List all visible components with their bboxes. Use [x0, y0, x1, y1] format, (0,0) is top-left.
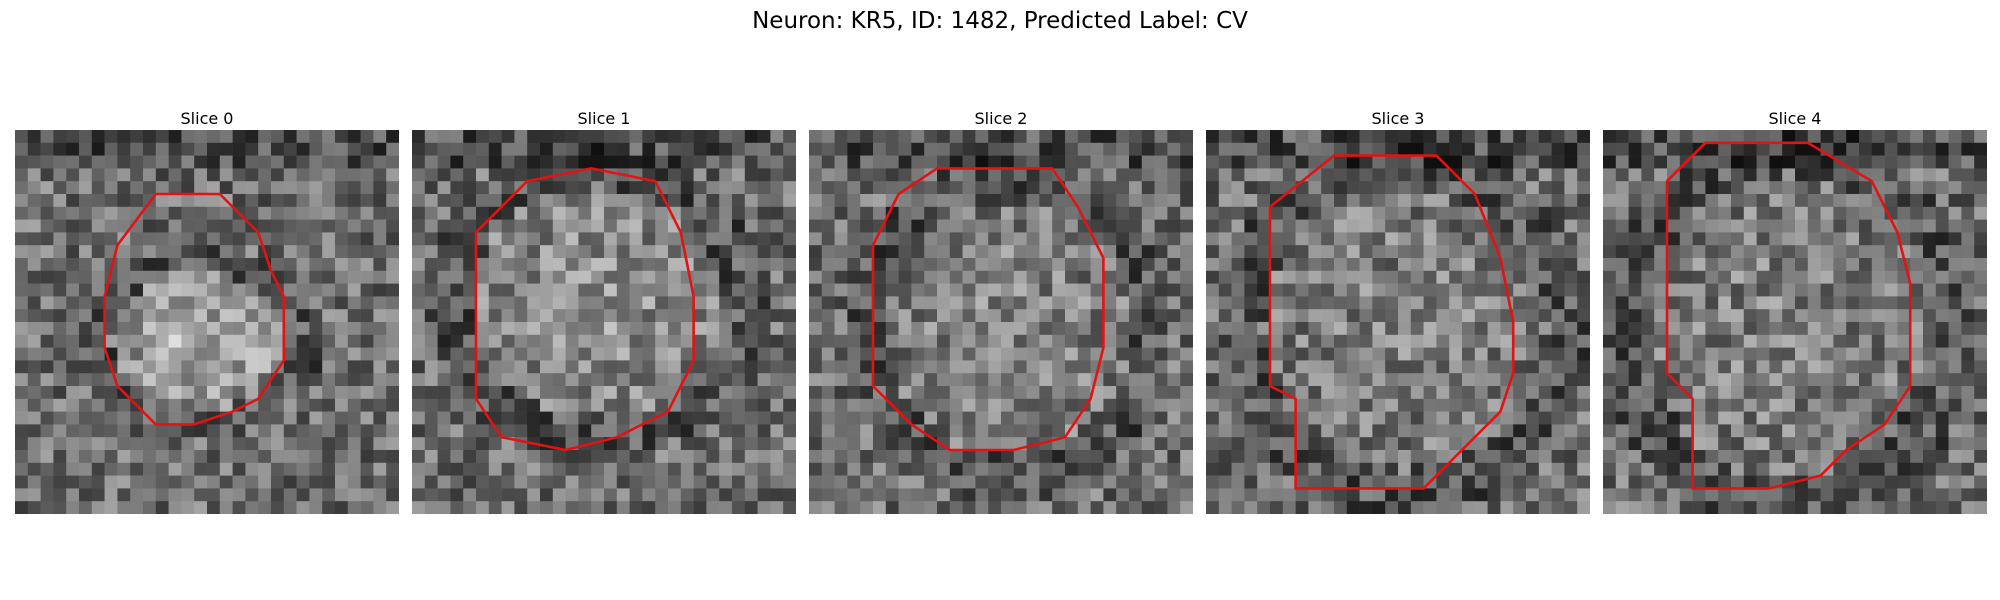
- slice-panel-4: Slice 4: [1603, 108, 1987, 514]
- roi-contour: [1665, 141, 1912, 490]
- slice-title-1: Slice 1: [577, 109, 631, 128]
- slice-title-0: Slice 0: [180, 109, 234, 128]
- slice-title-2: Slice 2: [974, 109, 1028, 128]
- roi-contour: [871, 167, 1105, 452]
- roi-contour: [1268, 154, 1515, 490]
- slice-title-4: Slice 4: [1768, 109, 1822, 128]
- slice-image-3: [1206, 130, 1590, 514]
- slice-panel-1: Slice 1: [412, 108, 796, 514]
- slice-image-4: [1603, 130, 1987, 514]
- roi-contour: [474, 167, 695, 452]
- slice-image-2: [809, 130, 1193, 514]
- slice-image-0: [15, 130, 399, 514]
- slice-image-1: [412, 130, 796, 514]
- roi-contour: [103, 192, 286, 426]
- slice-panel-0: Slice 0: [15, 108, 399, 514]
- slice-panel-2: Slice 2: [809, 108, 1193, 514]
- figure-title: Neuron: KR5, ID: 1482, Predicted Label: …: [752, 8, 1248, 34]
- slice-panel-3: Slice 3: [1206, 108, 1590, 514]
- slice-title-3: Slice 3: [1371, 109, 1425, 128]
